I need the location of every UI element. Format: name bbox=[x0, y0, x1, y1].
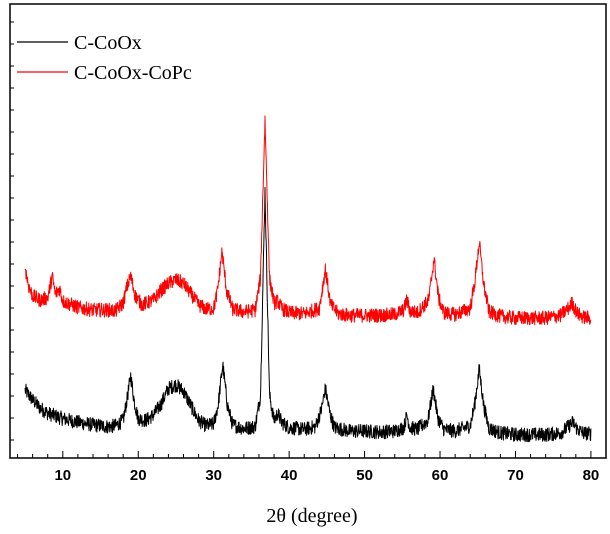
plot-area bbox=[24, 115, 592, 443]
x-tick-label: 80 bbox=[583, 467, 600, 484]
plot-frame bbox=[9, 3, 607, 459]
series-line-2 bbox=[24, 115, 592, 326]
legend-label-2: C-CoOx-CoPc bbox=[74, 62, 192, 84]
x-axis-title: 2θ (degree) bbox=[266, 505, 357, 527]
legend: C-CoOx C-CoOx-CoPc bbox=[17, 32, 192, 84]
x-tick-label: 60 bbox=[432, 467, 449, 484]
axes: 10 20 30 40 50 60 70 80 2θ (degree) bbox=[9, 3, 607, 527]
legend-label-1: C-CoOx bbox=[74, 32, 142, 54]
x-tick-label: 70 bbox=[507, 467, 524, 484]
x-tick-label: 40 bbox=[281, 467, 298, 484]
x-tick-label: 10 bbox=[54, 467, 71, 484]
x-tick-label: 30 bbox=[205, 467, 222, 484]
series-line-1 bbox=[24, 186, 592, 443]
x-tick-label: 20 bbox=[130, 467, 147, 484]
x-tick-label: 50 bbox=[356, 467, 373, 484]
